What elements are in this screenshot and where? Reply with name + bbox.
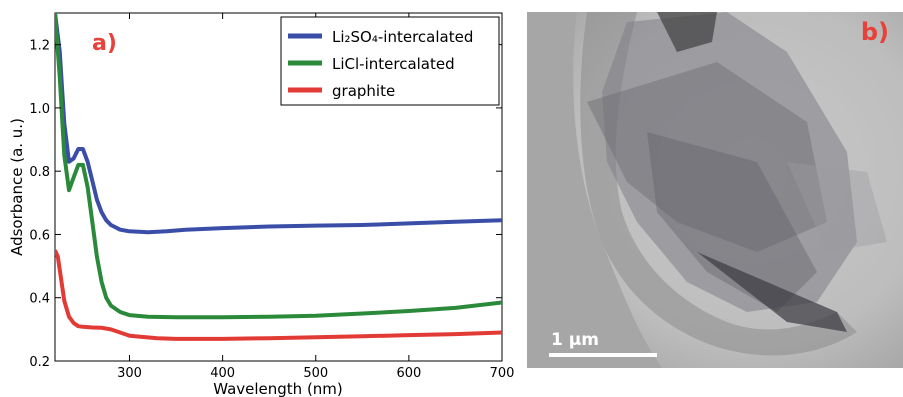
- tem-micrograph: b) 1 μm: [527, 12, 903, 368]
- plot-frame: [54, 12, 503, 362]
- panel-label-b: b): [860, 18, 889, 46]
- series-line-0: [55, 13, 502, 235]
- y-tick-label: 1.2: [29, 39, 50, 54]
- x-tick-label: 700: [490, 366, 515, 381]
- x-axis-label: Wavelength (nm): [213, 380, 343, 397]
- scale-bar-label: 1 μm: [551, 330, 599, 350]
- series-line-2: [55, 249, 502, 341]
- y-axis-label: Adsorbance (a. u.): [8, 118, 26, 256]
- series-lines: [55, 13, 502, 341]
- absorbance-chart: 300 400 500 600 700 0.2 0.4 0.6 0.8 1.0 1.2 a) Wav…: [8, 12, 514, 397]
- y-tick-label: 0.2: [29, 355, 50, 370]
- x-tick-label: 600: [396, 366, 421, 381]
- y-tick-label: 0.4: [29, 292, 50, 307]
- series-line-1: [55, 13, 502, 320]
- legend-label-li2so4: Li₂SO₄-intercalated: [332, 28, 473, 46]
- x-tick-label: 300: [117, 366, 142, 381]
- micrograph-image: [527, 12, 903, 368]
- legend: Li₂SO₄-intercalated LiCl-intercalated gr…: [280, 16, 500, 106]
- x-tick-label: 500: [303, 366, 328, 381]
- y-tick-label: 0.8: [29, 165, 50, 180]
- axis-ticks: 300 400 500 600 700 0.2 0.4 0.6 0.8 1.0 1.2: [29, 13, 514, 381]
- panel-label-a: a): [92, 31, 117, 56]
- y-tick-label: 0.6: [29, 228, 50, 243]
- legend-label-graphite: graphite: [332, 82, 395, 100]
- x-tick-label: 400: [210, 366, 235, 381]
- y-tick-label: 1.0: [29, 102, 50, 117]
- legend-label-licl: LiCl-intercalated: [332, 55, 455, 73]
- scale-bar: [549, 353, 657, 357]
